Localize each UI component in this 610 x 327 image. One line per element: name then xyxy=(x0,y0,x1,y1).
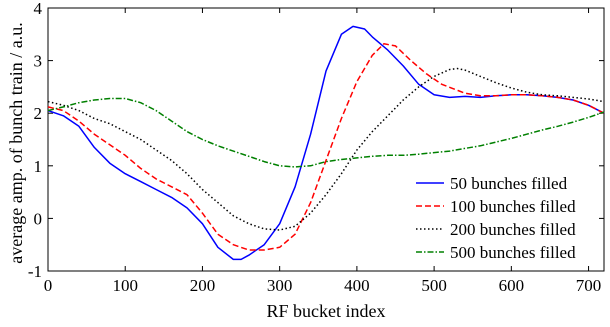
series-layer xyxy=(47,25,605,261)
x-tick-label: 100 xyxy=(112,276,138,295)
x-tick-label: 200 xyxy=(190,276,216,295)
x-tick-label: 300 xyxy=(267,276,293,295)
x-tick-label: 500 xyxy=(421,276,447,295)
legend-label-4: 500 bunches filled xyxy=(450,243,576,262)
series-line-4 xyxy=(47,97,605,168)
x-tick-label: 600 xyxy=(499,276,525,295)
legend-label-1: 50 bunches filled xyxy=(450,174,568,193)
series-line-2 xyxy=(47,43,605,251)
axes xyxy=(47,7,605,272)
y-tick-label: 0 xyxy=(34,209,43,228)
y-tick-label: 3 xyxy=(34,52,43,71)
y-tick-label: -1 xyxy=(28,262,42,281)
x-axis-label: RF bucket index xyxy=(267,301,386,321)
x-tick-label: 700 xyxy=(576,276,602,295)
legend: 50 bunches filled 100 bunches filled 200 b… xyxy=(416,174,576,262)
y-tick-label: 2 xyxy=(34,104,43,123)
x-tick-label: 400 xyxy=(344,276,370,295)
legend-label-3: 200 bunches filled xyxy=(450,220,576,239)
plot-frame xyxy=(47,7,605,272)
y-tick-label: 1 xyxy=(34,157,43,176)
x-tick-label: 0 xyxy=(44,276,53,295)
legend-label-2: 100 bunches filled xyxy=(450,197,576,216)
y-tick-label: 4 xyxy=(34,0,43,18)
y-axis-label: average amp. of bunch train / a.u. xyxy=(6,22,26,263)
